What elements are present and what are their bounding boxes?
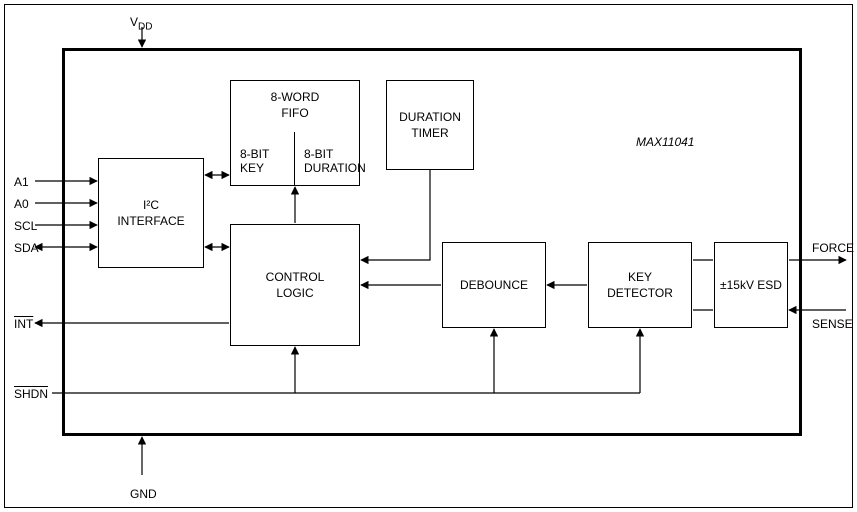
label-force: FORCE	[812, 242, 854, 254]
block-esd-l1: ±15kV ESD	[720, 277, 782, 293]
label-vdd: VDD	[130, 16, 152, 32]
label-a0: A0	[14, 198, 29, 210]
fifo-right-l2: DURATION	[304, 162, 366, 174]
label-int: INT	[14, 318, 33, 330]
block-i2c-line2: INTERFACE	[117, 213, 184, 229]
label-a1: A1	[14, 176, 29, 188]
fifo-divider	[294, 132, 295, 186]
block-i2c-interface: I²C INTERFACE	[98, 158, 204, 268]
block-kd-l2: DETECTOR	[607, 285, 673, 301]
fifo-left-l1: 8-BIT	[240, 148, 269, 160]
label-sense: SENSE	[812, 318, 853, 330]
label-scl: SCL	[14, 220, 37, 232]
part-number: MAX11041	[636, 136, 694, 148]
block-ctrl-l1: CONTROL	[266, 269, 325, 285]
block-ctrl-l2: LOGIC	[276, 285, 313, 301]
label-shdn: SHDN	[14, 388, 48, 400]
fifo-left-l2: KEY	[240, 162, 264, 174]
block-fifo-line1: 8-WORD	[271, 89, 320, 105]
block-duration-timer: DURATION TIMER	[386, 80, 474, 170]
block-deb-l1: DEBOUNCE	[460, 277, 528, 293]
fifo-right-l1: 8-BIT	[304, 148, 333, 160]
block-i2c-line1: I²C	[143, 197, 159, 213]
block-key-detector: KEY DETECTOR	[588, 242, 692, 328]
block-fifo-line2: FIFO	[281, 105, 308, 121]
block-control-logic: CONTROL LOGIC	[230, 224, 360, 346]
block-kd-l1: KEY	[628, 269, 652, 285]
label-gnd: GND	[130, 488, 157, 500]
block-dur-l1: DURATION	[399, 109, 461, 125]
block-debounce: DEBOUNCE	[442, 242, 546, 328]
block-dur-l2: TIMER	[411, 125, 448, 141]
block-esd: ±15kV ESD	[714, 242, 788, 328]
label-sda: SDA	[14, 242, 39, 254]
